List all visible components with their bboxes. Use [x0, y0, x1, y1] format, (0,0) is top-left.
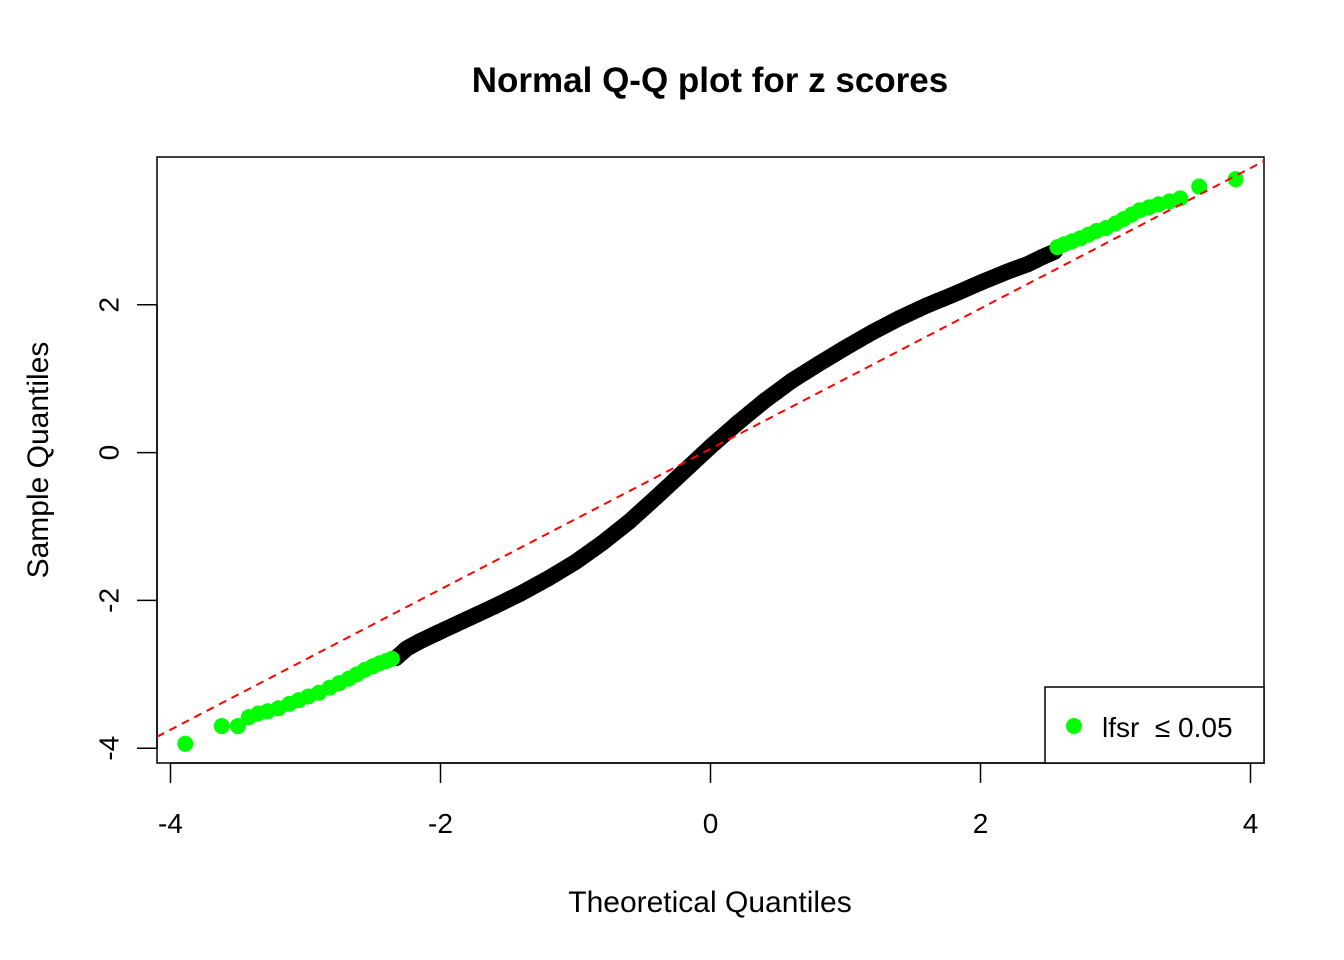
x-tick-label: 2: [973, 808, 989, 839]
legend-label: lfsr ≤ 0.05: [1102, 712, 1233, 743]
data-point-lfsr: [1172, 190, 1189, 207]
reference-line: [157, 160, 1264, 738]
y-tick-label: 2: [94, 297, 125, 313]
x-tick-label: -2: [428, 808, 453, 839]
data-points: [177, 171, 1244, 752]
legend: lfsr ≤ 0.05: [1044, 686, 1265, 764]
legend-marker: [1066, 718, 1082, 734]
y-tick-label: -2: [94, 588, 125, 613]
data-point-lfsr: [177, 735, 194, 752]
chart-title: Normal Q-Q plot for z scores: [472, 61, 948, 100]
x-tick-label: -4: [158, 808, 183, 839]
x-axis-label: Theoretical Quantiles: [568, 886, 851, 919]
y-tick-label: -4: [94, 736, 125, 761]
plot-area-frame: [156, 156, 1265, 764]
y-tick-label: 0: [94, 445, 125, 461]
reference-line-group: [157, 160, 1264, 738]
data-point-lfsr: [213, 718, 230, 735]
axes: -4 -2 0 2 4 -4 -2 0 2: [94, 297, 1259, 839]
data-point-lfsr: [1191, 178, 1208, 195]
data-point-lfsr: [1227, 171, 1244, 188]
data-point-lfsr: [383, 650, 400, 667]
x-tick-label: 0: [703, 808, 719, 839]
x-tick-label: 4: [1243, 808, 1259, 839]
y-axis-label: Sample Quantiles: [22, 342, 55, 579]
data-point-lfsr: [230, 718, 246, 735]
